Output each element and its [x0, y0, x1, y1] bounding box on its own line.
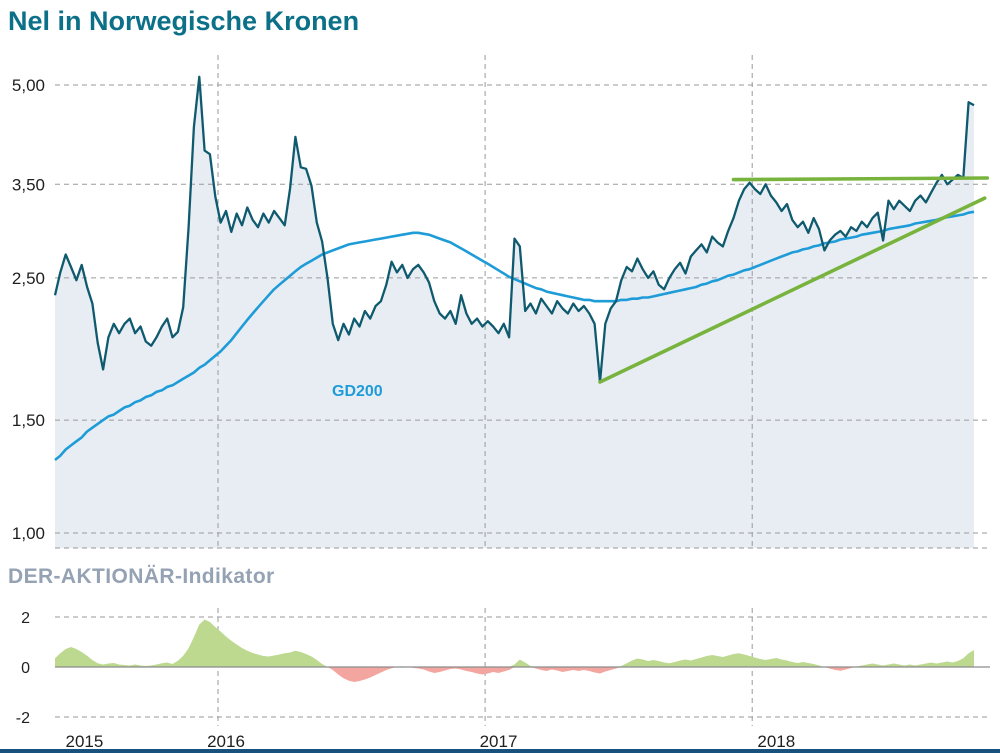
x-tick-label: 2015 — [65, 732, 103, 751]
x-tick-label: 2016 — [207, 732, 245, 751]
chart-title: Nel in Norwegische Kronen — [8, 6, 359, 36]
indicator-chart: 2 0 -2 2015 2016 2017 2018 — [16, 608, 990, 751]
trend-line — [598, 196, 987, 384]
gd200-line — [54, 210, 975, 462]
indicator-title: DER-AKTIONÄR-Indikator — [8, 565, 275, 588]
y-tick-label: 5,00 — [12, 76, 45, 95]
trend-line — [731, 176, 990, 182]
y-tick-label: 1,00 — [12, 524, 45, 543]
indicator-negative-area — [55, 667, 974, 682]
y-tick-label: 3,50 — [12, 175, 45, 194]
indicator-positive-area — [55, 619, 974, 667]
y-tick-label: 2,50 — [12, 269, 45, 288]
indicator-tick-label: 2 — [21, 610, 30, 627]
x-tick-label: 2017 — [480, 732, 518, 751]
x-tick-label: 2018 — [757, 732, 795, 751]
bottom-border — [0, 749, 1000, 753]
indicator-tick-label: -2 — [16, 710, 30, 727]
gd200-label: GD200 — [332, 383, 383, 400]
price-line — [53, 75, 975, 384]
price-area-fill — [55, 76, 974, 549]
main-chart: 5,00 3,50 2,50 1,50 1,00 — [12, 55, 990, 549]
y-tick-label: 1,50 — [12, 411, 45, 430]
indicator-tick-label: 0 — [21, 660, 30, 677]
